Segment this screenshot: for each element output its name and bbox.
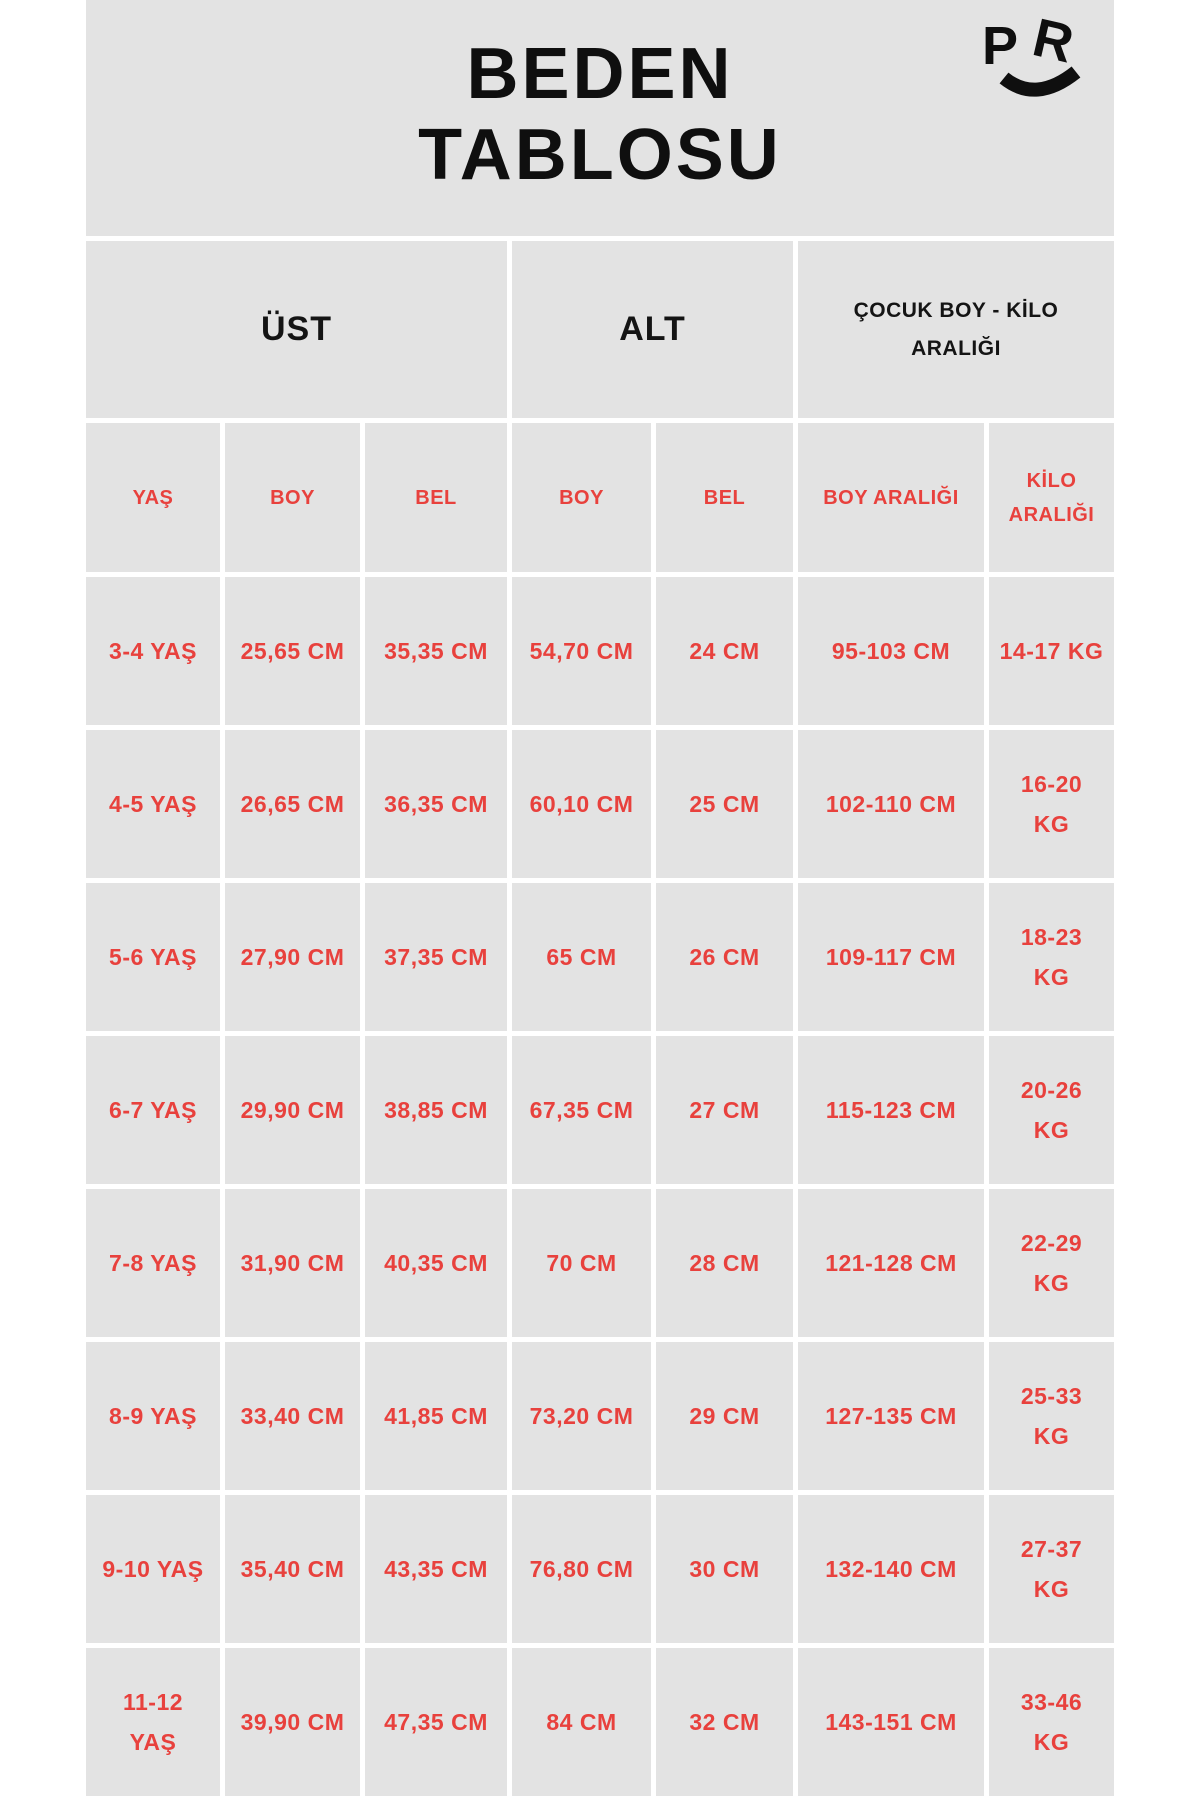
table-cell: 54,70 CM — [512, 577, 651, 725]
table-cell: 109-117 CM — [798, 883, 984, 1031]
table-cell: 127-135 CM — [798, 1342, 984, 1490]
table-cell: 76,80 CM — [512, 1495, 651, 1643]
table-cell: 84 CM — [512, 1648, 651, 1796]
table-cell: 132-140 CM — [798, 1495, 984, 1643]
table-cell: 7-8 YAŞ — [86, 1189, 220, 1337]
table-cell: 30 CM — [656, 1495, 793, 1643]
table-cell: 35,35 CM — [365, 577, 507, 725]
column-header: BOY — [225, 423, 360, 572]
table-cell: 43,35 CM — [365, 1495, 507, 1643]
table-cell: 102-110 CM — [798, 730, 984, 878]
table-cell: 70 CM — [512, 1189, 651, 1337]
header-band: BEDEN TABLOSU P R — [86, 0, 1114, 236]
logo-letter-r: R — [1027, 14, 1078, 75]
table-cell: 9-10 YAŞ — [86, 1495, 220, 1643]
page-title-line-1: BEDEN — [466, 33, 734, 114]
group-header: ALT — [512, 241, 793, 418]
table-cell: 26 CM — [656, 883, 793, 1031]
page-title: BEDEN TABLOSU — [418, 34, 782, 197]
table-cell: 27,90 CM — [225, 883, 360, 1031]
table-cell: 5-6 YAŞ — [86, 883, 220, 1031]
column-header: YAŞ — [86, 423, 220, 572]
table-cell: 95-103 CM — [798, 577, 984, 725]
column-header: BOY — [512, 423, 651, 572]
table-cell: 36,35 CM — [365, 730, 507, 878]
table-cell: 47,35 CM — [365, 1648, 507, 1796]
table-cell: 4-5 YAŞ — [86, 730, 220, 878]
table-cell: 73,20 CM — [512, 1342, 651, 1490]
column-header: BEL — [656, 423, 793, 572]
size-table: ÜST ALT ÇOCUK BOY - KİLO ARALIĞI YAŞ BOY BEL B… — [86, 241, 1114, 1796]
table-cell: 39,90 CM — [225, 1648, 360, 1796]
table-cell: 38,85 CM — [365, 1036, 507, 1184]
table-cell: 25,65 CM — [225, 577, 360, 725]
table-cell: 24 CM — [656, 577, 793, 725]
table-cell: 115-123 CM — [798, 1036, 984, 1184]
table-cell: 3-4 YAŞ — [86, 577, 220, 725]
smiley-pr-logo-icon: P R — [982, 7, 1081, 97]
logo-letter-p: P — [982, 16, 1018, 76]
table-cell: 40,35 CM — [365, 1189, 507, 1337]
table-cell: 8-9 YAŞ — [86, 1342, 220, 1490]
column-header: BEL — [365, 423, 507, 572]
group-header: ÇOCUK BOY - KİLO ARALIĞI — [798, 241, 1114, 418]
table-cell: 29 CM — [656, 1342, 793, 1490]
table-cell: 29,90 CM — [225, 1036, 360, 1184]
size-chart-sheet: BEDEN TABLOSU P R ÜST ALT ÇOCUK BOY - KİLO… — [86, 0, 1114, 1796]
table-cell: 27-37 KG — [989, 1495, 1114, 1643]
logo-smile-arc — [999, 66, 1081, 97]
column-header: KİLO ARALIĞI — [989, 423, 1114, 572]
table-cell: 35,40 CM — [225, 1495, 360, 1643]
table-cell: 16-20 KG — [989, 730, 1114, 878]
group-header: ÜST — [86, 241, 507, 418]
table-cell: 22-29 KG — [989, 1189, 1114, 1337]
table-cell: 26,65 CM — [225, 730, 360, 878]
table-cell: 25 CM — [656, 730, 793, 878]
column-header: BOY ARALIĞI — [798, 423, 984, 572]
table-cell: 20-26 KG — [989, 1036, 1114, 1184]
table-cell: 37,35 CM — [365, 883, 507, 1031]
table-cell: 65 CM — [512, 883, 651, 1031]
page-title-line-2: TABLOSU — [418, 115, 782, 195]
table-cell: 60,10 CM — [512, 730, 651, 878]
table-cell: 27 CM — [656, 1036, 793, 1184]
table-cell: 6-7 YAŞ — [86, 1036, 220, 1184]
table-cell: 31,90 CM — [225, 1189, 360, 1337]
table-cell: 67,35 CM — [512, 1036, 651, 1184]
table-cell: 143-151 CM — [798, 1648, 984, 1796]
table-cell: 28 CM — [656, 1189, 793, 1337]
table-cell: 25-33 KG — [989, 1342, 1114, 1490]
table-cell: 14-17 KG — [989, 577, 1114, 725]
table-cell: 121-128 CM — [798, 1189, 984, 1337]
table-cell: 11-12 YAŞ — [86, 1648, 220, 1796]
table-cell: 33-46 KG — [989, 1648, 1114, 1796]
brand-logo: P R — [980, 7, 1098, 110]
table-cell: 32 CM — [656, 1648, 793, 1796]
table-cell: 33,40 CM — [225, 1342, 360, 1490]
table-cell: 18-23 KG — [989, 883, 1114, 1031]
table-cell: 41,85 CM — [365, 1342, 507, 1490]
